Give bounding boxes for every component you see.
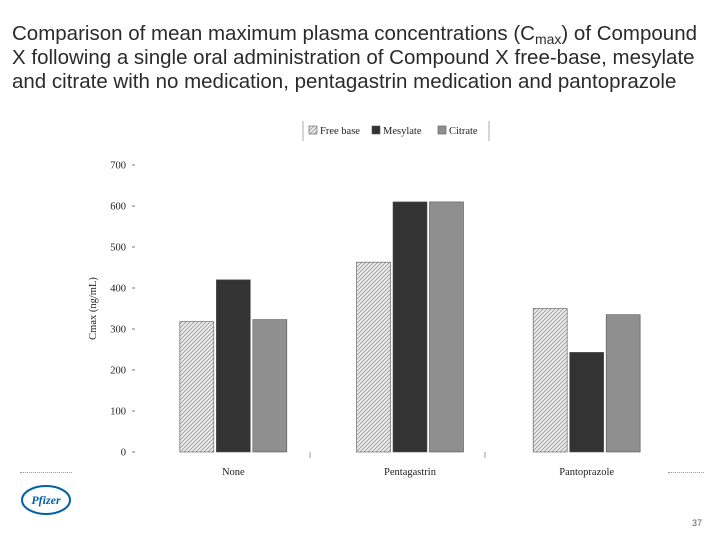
bar-group [179,201,641,453]
legend-label: Mesylate [383,126,422,137]
bar-citrate [429,201,464,453]
y-tick-label: 300 [110,325,126,336]
bar-free-base [356,261,391,453]
y-tick-label: 400 [110,284,126,295]
bar-citrate [252,319,288,453]
y-tick-label: 700 [110,161,126,172]
pfizer-logo: Pfizer [21,485,71,515]
y-tick-label: 100 [110,407,126,418]
y-axis: 0 100 200 300 400 500 600 700 Cmax (ng/mL) [88,161,135,459]
slide-title: Comparison of mean maximum plasma concen… [12,22,712,94]
bar-mesylate [216,279,251,453]
footer-divider-right [668,472,704,473]
y-tick-label: 500 [110,243,126,254]
footer-divider-left [20,472,72,473]
logo-text: Pfizer [31,493,61,507]
y-tick-label: 600 [110,202,126,213]
bar-mesylate [569,352,604,453]
bar-free-base [179,321,215,453]
title-subscript: max [534,31,562,47]
title-text-part1: Comparison of mean maximum plasma concen… [12,22,535,45]
legend-label: Free base [320,126,360,137]
x-tick-label: None [222,467,245,478]
legend-swatch-free-base [308,125,318,135]
y-axis-label: Cmax (ng/mL) [88,277,99,340]
y-tick-label: 200 [110,366,126,377]
title-text-part2: ) of Compound X following a single oral … [12,22,698,93]
x-tick-label: Pantoprazole [559,467,614,478]
chart-legend: Free base Mesylate Citrate [302,121,490,141]
page-number: 37 [691,518,702,528]
bar-citrate [605,314,641,453]
y-tick-label: 0 [121,448,126,459]
x-tick-label: Pentagastrin [384,467,437,478]
legend-label: Citrate [449,126,478,137]
legend-swatch-mesylate [371,125,381,135]
bar-free-base [532,308,568,453]
bar-mesylate [392,201,428,453]
legend-swatch-citrate [437,125,447,135]
x-axis: None Pentagastrin Pantoprazole [222,452,614,478]
